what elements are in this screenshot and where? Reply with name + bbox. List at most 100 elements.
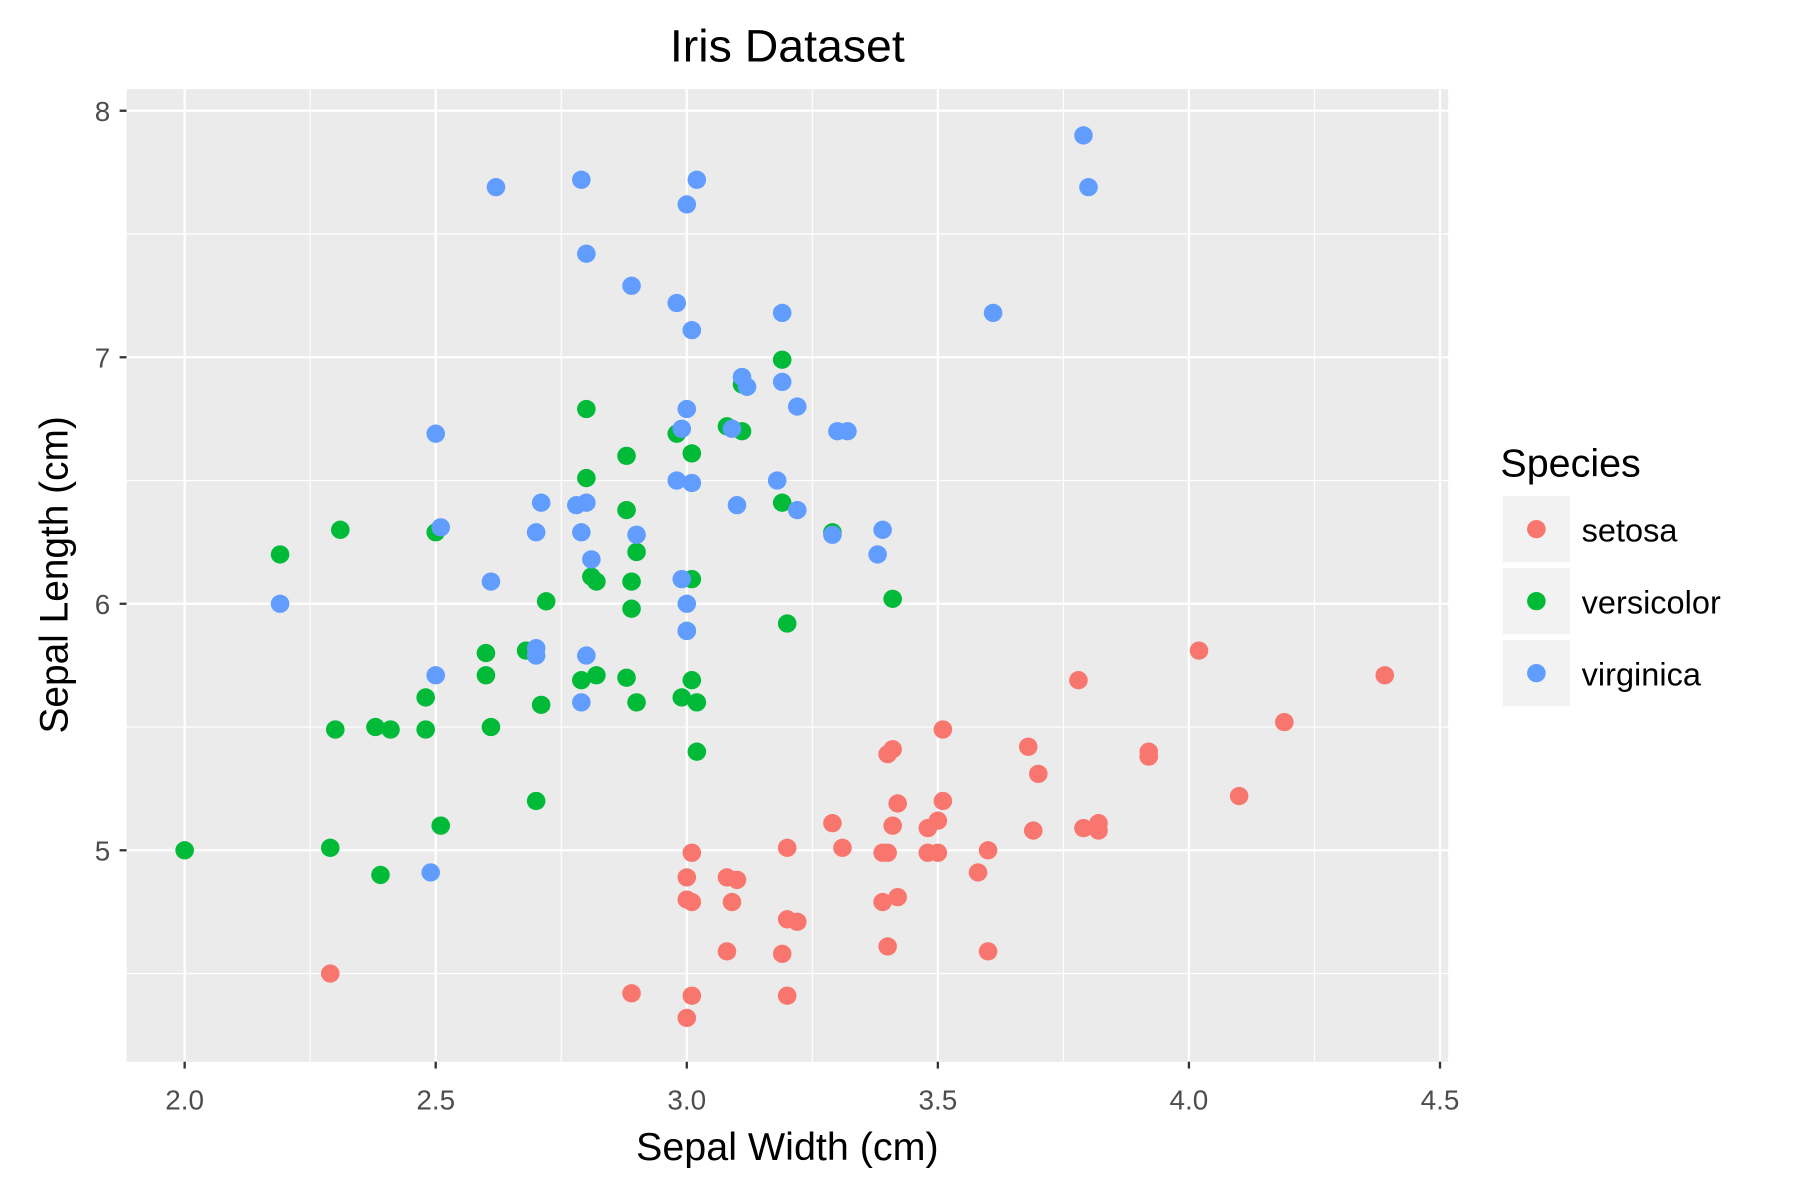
point-setosa — [777, 838, 797, 857]
point-setosa — [878, 843, 897, 862]
point-setosa — [878, 937, 897, 956]
point-versicolor — [682, 671, 702, 690]
point-versicolor — [587, 666, 606, 685]
point-virginica — [682, 320, 702, 340]
point-virginica — [687, 170, 707, 189]
point-versicolor — [622, 572, 641, 591]
point-setosa — [978, 942, 998, 961]
point-versicolor — [617, 668, 636, 687]
point-setosa — [888, 794, 907, 813]
point-virginica — [838, 422, 857, 441]
point-setosa — [1018, 737, 1038, 756]
point-virginica — [577, 244, 596, 263]
point-versicolor — [371, 865, 390, 885]
point-virginica — [577, 493, 596, 512]
point-setosa — [928, 843, 948, 862]
point-setosa — [823, 814, 842, 833]
legend-label-versicolor: versicolor — [1582, 585, 1721, 621]
point-setosa — [1069, 671, 1088, 690]
point-versicolor — [627, 693, 646, 712]
point-versicolor — [270, 545, 290, 564]
point-versicolor — [687, 742, 707, 761]
legend-marker-setosa — [1527, 520, 1546, 539]
point-virginica — [572, 693, 591, 712]
point-versicolor — [772, 350, 792, 369]
point-setosa — [777, 986, 797, 1005]
point-virginica — [426, 666, 446, 685]
point-versicolor — [531, 695, 551, 714]
x-tick-label: 2.5 — [416, 1085, 455, 1116]
point-virginica — [672, 419, 692, 438]
point-virginica — [577, 646, 596, 665]
point-setosa — [883, 816, 902, 835]
point-versicolor — [175, 841, 194, 860]
plot-panel — [126, 89, 1449, 1062]
point-virginica — [823, 525, 842, 544]
point-setosa — [677, 868, 697, 887]
point-versicolor — [572, 671, 591, 690]
point-versicolor — [416, 688, 435, 707]
point-setosa — [722, 892, 742, 912]
point-virginica — [531, 493, 551, 512]
point-virginica — [677, 195, 697, 214]
point-virginica — [421, 863, 440, 882]
point-virginica — [481, 572, 501, 591]
x-tick-label: 3.5 — [918, 1085, 957, 1116]
point-versicolor — [381, 720, 400, 739]
y-tick-label: 6 — [95, 589, 110, 620]
point-setosa — [682, 986, 702, 1005]
legend-label-virginica: virginica — [1582, 657, 1701, 693]
point-virginica — [772, 303, 792, 323]
point-virginica — [873, 520, 892, 539]
point-versicolor — [476, 666, 496, 685]
point-versicolor — [687, 693, 707, 712]
point-versicolor — [476, 643, 496, 663]
legend: Species setosa versicolor virginica — [1500, 443, 1721, 707]
point-versicolor — [416, 720, 435, 739]
point-virginica — [526, 646, 546, 665]
point-versicolor — [617, 446, 636, 466]
point-setosa — [727, 870, 747, 890]
point-virginica — [787, 397, 807, 416]
x-tick-label: 2.0 — [165, 1085, 204, 1116]
point-virginica — [1074, 126, 1093, 145]
point-setosa — [928, 811, 948, 830]
point-setosa — [1189, 641, 1209, 660]
point-virginica — [677, 594, 697, 613]
y-axis-label: Sepal Length (cm) — [33, 416, 76, 733]
point-versicolor — [481, 717, 501, 737]
point-virginica — [667, 293, 687, 313]
x-axis-label: Sepal Width (cm) — [636, 1126, 939, 1169]
point-versicolor — [325, 720, 345, 739]
point-setosa — [682, 892, 702, 912]
point-virginica — [672, 569, 692, 589]
point-setosa — [1074, 818, 1093, 838]
point-setosa — [833, 838, 852, 857]
point-virginica — [677, 621, 697, 641]
point-versicolor — [431, 816, 451, 835]
point-versicolor — [526, 791, 546, 811]
y-axis-ticks: 5 6 7 8 — [95, 96, 127, 867]
x-tick-label: 4.5 — [1421, 1085, 1460, 1116]
point-versicolor — [622, 599, 641, 618]
point-virginica — [486, 178, 506, 197]
x-tick-label: 4.0 — [1170, 1085, 1209, 1116]
point-virginica — [572, 523, 591, 542]
point-setosa — [933, 791, 953, 811]
point-virginica — [582, 550, 601, 569]
point-setosa — [682, 843, 702, 862]
point-virginica — [787, 500, 807, 520]
point-versicolor — [587, 572, 606, 591]
legend-marker-virginica — [1527, 664, 1546, 683]
point-versicolor — [320, 838, 340, 857]
point-virginica — [983, 303, 1003, 323]
point-setosa — [1139, 747, 1159, 766]
point-setosa — [1089, 821, 1108, 840]
point-virginica — [426, 424, 446, 443]
legend-marker-versicolor — [1527, 592, 1546, 611]
point-virginica — [682, 473, 702, 493]
point-setosa — [1375, 666, 1395, 685]
point-virginica — [772, 372, 792, 392]
point-versicolor — [617, 500, 636, 520]
